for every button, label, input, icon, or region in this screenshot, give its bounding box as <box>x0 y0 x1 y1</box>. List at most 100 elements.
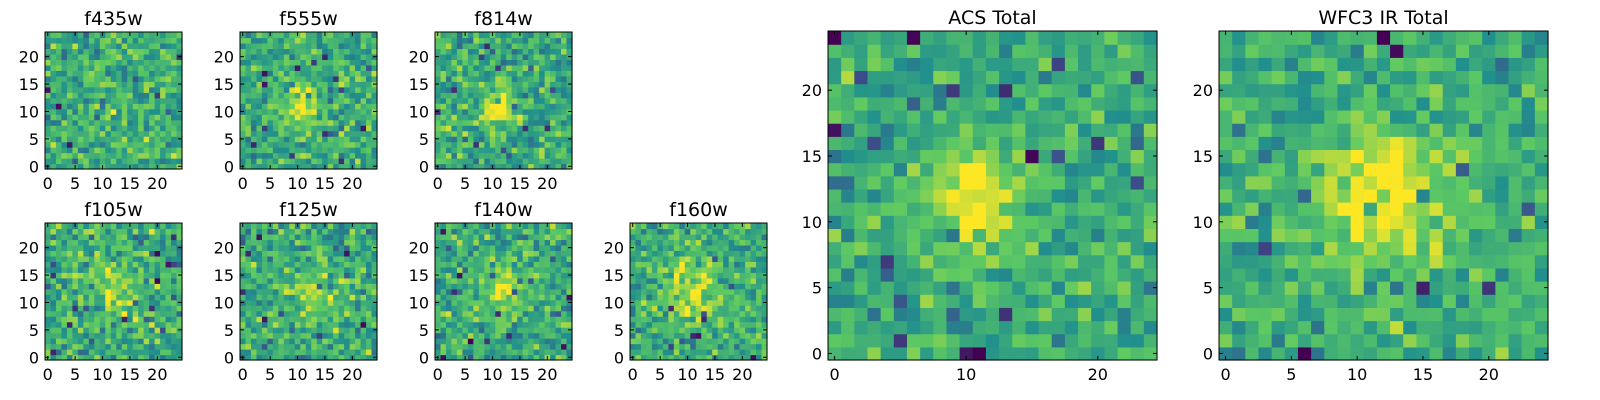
heatmap-cell <box>933 241 948 256</box>
heatmap-cell <box>121 37 128 44</box>
heatmap-cell <box>506 86 513 93</box>
heatmap-cell <box>116 327 123 334</box>
heatmap-cell <box>712 277 719 284</box>
heatmap-cell <box>77 277 84 284</box>
heatmap-cell <box>712 266 719 273</box>
heatmap-cell <box>316 64 323 71</box>
heatmap-cell <box>171 305 178 312</box>
heatmap-cell <box>728 305 735 312</box>
heatmap-cell <box>305 316 312 323</box>
heatmap-cell <box>440 305 447 312</box>
heatmap-cell <box>456 327 463 334</box>
heatmap-cell <box>72 338 79 345</box>
x-tick-label: 15 <box>120 174 140 193</box>
heatmap-cell <box>127 321 134 328</box>
heatmap-cell <box>171 158 178 165</box>
heatmap-cell <box>256 343 263 350</box>
heatmap-cell <box>495 321 502 328</box>
heatmap-cell <box>366 283 373 290</box>
x-tick-label: 20 <box>342 174 362 193</box>
heatmap-cell <box>105 343 112 350</box>
heatmap-cell <box>489 97 496 104</box>
heatmap-cell <box>267 266 274 273</box>
heatmap-cell <box>294 266 301 273</box>
heatmap-cell <box>495 332 502 339</box>
heatmap-cell <box>561 239 568 246</box>
heatmap-cell <box>522 349 529 356</box>
heatmap-cell <box>511 255 518 262</box>
heatmap-cell <box>473 92 480 99</box>
heatmap-cell <box>256 114 263 121</box>
heatmap-cell <box>72 136 79 143</box>
heatmap-cell <box>132 228 139 235</box>
heatmap-cell <box>300 223 307 230</box>
heatmap-cell <box>149 294 156 301</box>
heatmap-cell <box>673 343 680 350</box>
heatmap-cell <box>544 255 551 262</box>
heatmap-cell <box>316 92 323 99</box>
heatmap-cell <box>555 266 562 273</box>
heatmap-cell <box>761 255 768 262</box>
heatmap-cell <box>550 277 557 284</box>
heatmap-cell <box>327 53 334 60</box>
heatmap-cell <box>467 53 474 60</box>
heatmap-cell <box>127 48 134 55</box>
x-tick-label: 0 <box>43 174 53 193</box>
heatmap-cell <box>1064 294 1079 308</box>
heatmap-cell <box>451 261 458 268</box>
heatmap-cell <box>550 250 557 257</box>
heatmap-cell <box>45 228 52 235</box>
heatmap-cell <box>484 59 491 66</box>
heatmap-cell <box>533 163 540 170</box>
heatmap-cell <box>94 163 101 170</box>
heatmap-cell <box>245 152 252 159</box>
heatmap-cell <box>171 136 178 143</box>
heatmap-cell <box>338 136 345 143</box>
heatmap-cell <box>360 294 367 301</box>
heatmap-cell <box>171 272 178 279</box>
heatmap-cell <box>920 320 934 335</box>
heatmap-cell <box>322 250 329 257</box>
heatmap-cell <box>750 299 757 306</box>
heatmap-cell <box>640 354 648 361</box>
heatmap-cell <box>245 305 252 312</box>
heatmap-cell <box>745 305 752 312</box>
heatmap-cell <box>94 48 101 55</box>
heatmap-cell <box>366 266 373 273</box>
heatmap-cell <box>712 233 719 241</box>
heatmap-cell <box>478 288 485 295</box>
heatmap-cell <box>283 294 290 301</box>
heatmap-cell <box>946 267 961 282</box>
heatmap-cell <box>55 316 63 323</box>
heatmap-cell <box>985 281 1000 295</box>
heatmap-cell <box>679 327 686 334</box>
heatmap-cell <box>105 305 112 312</box>
heatmap-cell <box>566 277 573 284</box>
heatmap-cell <box>473 349 480 356</box>
heatmap-cell <box>256 108 263 115</box>
heatmap-cell <box>366 125 373 132</box>
heatmap-cell <box>445 86 453 93</box>
heatmap-cell <box>116 59 123 66</box>
heatmap-cell <box>176 147 183 154</box>
heatmap-cell <box>662 277 669 284</box>
heatmap-cell <box>338 70 345 77</box>
heatmap-cell <box>533 48 540 55</box>
heatmap-cell <box>344 64 351 71</box>
heatmap-cell <box>272 244 279 251</box>
heatmap-cell <box>555 97 562 104</box>
heatmap-cell <box>94 233 101 241</box>
heatmap-cell <box>651 233 658 241</box>
heatmap-cell <box>132 288 139 295</box>
heatmap-cell <box>300 316 307 323</box>
heatmap-cell <box>311 125 318 132</box>
heatmap-cell <box>83 108 90 115</box>
heatmap-cell <box>333 81 340 88</box>
heatmap-cell <box>473 332 480 339</box>
heatmap-cell <box>149 277 156 284</box>
heatmap-cell <box>250 354 258 361</box>
heatmap-cell <box>50 255 57 262</box>
heatmap-cell <box>366 272 373 279</box>
heatmap-cells <box>45 32 183 170</box>
heatmap-cell <box>338 147 345 154</box>
